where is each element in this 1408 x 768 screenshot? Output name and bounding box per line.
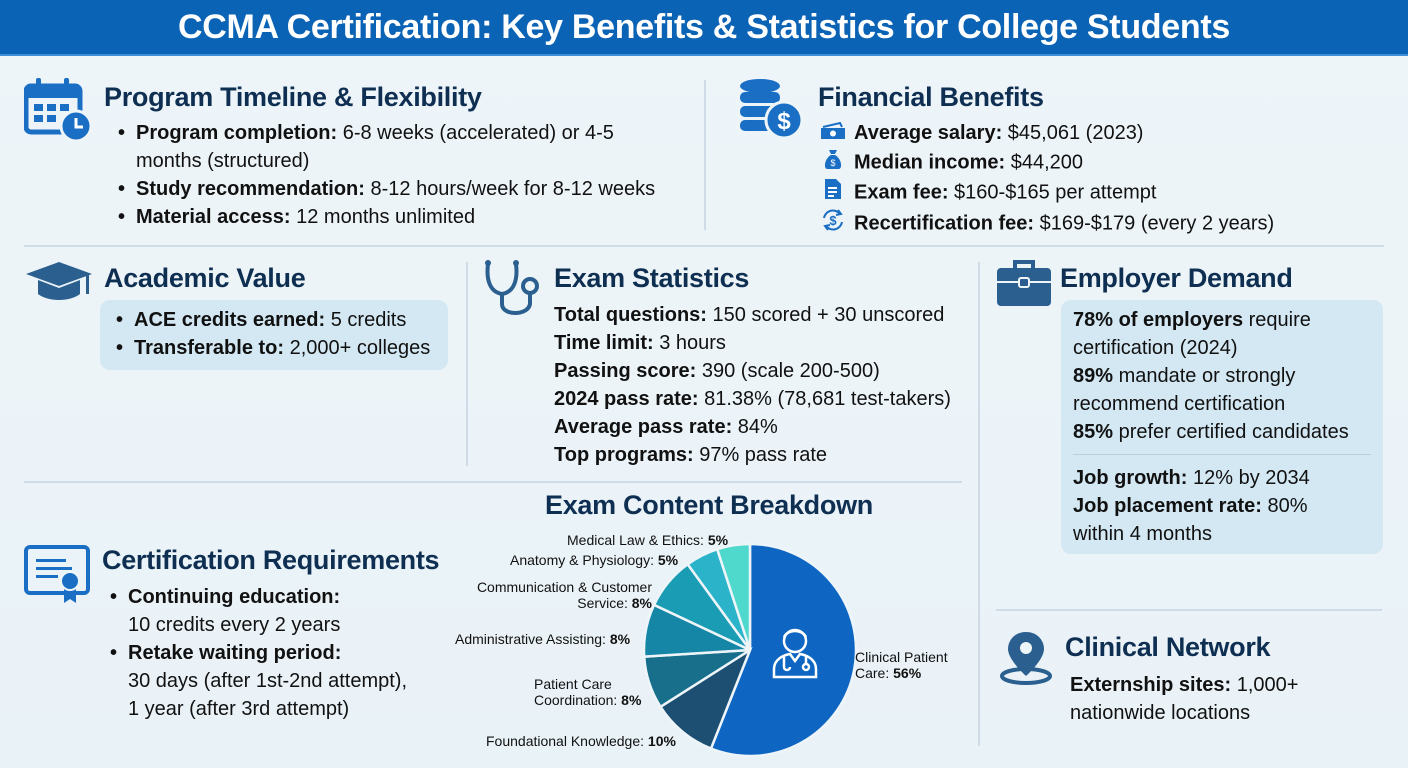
pie-label-foundational: Foundational Knowledge: 10% [486, 733, 676, 749]
section-heading: Financial Benefits [818, 82, 1044, 112]
list-item: Material access: 12 months unlimited [116, 203, 655, 231]
svg-text:$: $ [829, 213, 837, 228]
stat-line: Externship sites: 1,000+ [1070, 674, 1299, 696]
list-item: Continuing education:10 credits every 2 … [108, 583, 407, 639]
pie-slice [715, 542, 752, 651]
cash-icon [820, 120, 846, 148]
stethoscope-icon [485, 260, 539, 315]
graduation-cap-icon [26, 262, 92, 300]
stat-line: 85% prefer certified candidates [1073, 421, 1349, 443]
list-item: Exam fee: $160-$165 per attempt [820, 178, 1274, 208]
list-item: Passing score: 390 (scale 200-500) [554, 360, 880, 382]
list-item: 2024 pass rate: 81.38% (78,681 test-take… [554, 388, 951, 410]
divider [978, 262, 980, 746]
pie-slice [709, 542, 858, 758]
stat-line: Job growth: 12% by 2034 [1073, 467, 1310, 489]
stat-line: nationwide locations [1070, 702, 1251, 724]
cert-requirements-list: Continuing education:10 credits every 2 … [108, 583, 407, 723]
divider [996, 609, 1382, 611]
location-pin-icon [1000, 632, 1052, 685]
stat-line: recommend certification [1073, 393, 1286, 415]
list-item: Total questions: 150 scored + 30 unscore… [554, 304, 945, 326]
divider [24, 245, 1384, 247]
stat-line: within 4 months [1073, 523, 1212, 545]
pie-label-medical-law: Medical Law & Ethics: 5% [567, 532, 729, 548]
section-heading: Certification Requirements [102, 545, 440, 575]
timeline-list: Program completion: 6-8 weeks (accelerat… [116, 119, 655, 231]
list-item: Time limit: 3 hours [554, 332, 726, 354]
section-heading: Clinical Network [1065, 632, 1271, 662]
stat-line: certification (2024) [1073, 337, 1238, 359]
clinical-network-text: Externship sites: 1,000+ nationwide loca… [1070, 671, 1298, 727]
employer-growth: Job growth: 12% by 2034 Job placement ra… [1073, 464, 1310, 548]
list-item: Study recommendation: 8-12 hours/week fo… [116, 175, 655, 203]
pie-label-anatomy: Anatomy & Physiology: 5% [510, 552, 679, 568]
section-heading: Employer Demand [1060, 263, 1293, 293]
academic-list: ACE credits earned: 5 credits Transferab… [114, 306, 430, 362]
list-item: Average pass rate: 84% [554, 416, 778, 438]
money-bag-icon: $ [820, 148, 846, 178]
chart-title: Exam Content Breakdown [545, 490, 873, 520]
list-item: Top programs: 97% pass rate [554, 444, 828, 466]
page-title: CCMA Certification: Key Benefits & Stati… [0, 0, 1408, 56]
stat-line: 78% of employers require [1073, 309, 1311, 331]
certificate-icon [24, 545, 90, 603]
pie-label-communication: Communication & Customer Service: 8% [476, 579, 652, 611]
document-icon [820, 178, 846, 208]
divider [1073, 454, 1371, 455]
doctor-icon [772, 628, 818, 679]
divider [24, 481, 962, 483]
stat-line: Job placement rate: 80% [1073, 495, 1308, 517]
coins-dollar-icon: $ [740, 79, 804, 140]
list-item: $ Recertification fee: $169-$179 (every 2… [820, 208, 1274, 240]
employer-panel [1061, 300, 1383, 554]
calendar-clock-icon [24, 78, 93, 143]
section-heading: Program Timeline & Flexibility [104, 82, 482, 112]
divider [466, 262, 468, 466]
section-heading: Academic Value [104, 263, 306, 293]
pie-chart [642, 542, 858, 758]
svg-text:$: $ [830, 158, 835, 168]
pie-label-clinical: Clinical Patient Care: 56% [855, 649, 948, 681]
employer-stats: 78% of employers require certification (… [1073, 306, 1349, 446]
pie-label-patient-coordination: Patient Care Coordination: 8% [534, 676, 642, 708]
divider [704, 80, 706, 230]
list-item: ACE credits earned: 5 credits [114, 306, 430, 334]
svg-text:$: $ [777, 108, 791, 135]
exam-stats-list: Total questions: 150 scored + 30 unscore… [554, 301, 951, 469]
briefcase-icon [997, 260, 1051, 306]
section-heading: Exam Statistics [554, 263, 750, 293]
financial-list: Average salary: $45,061 (2023) $ Median i… [820, 119, 1274, 240]
list-item: Program completion: 6-8 weeks (accelerat… [116, 119, 655, 175]
list-item: $ Median income: $44,200 [820, 148, 1274, 178]
list-item: Retake waiting period:30 days (after 1st… [108, 639, 407, 723]
list-item: Transferable to: 2,000+ colleges [114, 334, 430, 362]
list-item: Average salary: $45,061 (2023) [820, 119, 1274, 148]
pie-label-administrative: Administrative Assisting: 8% [455, 631, 631, 647]
dollar-cycle-icon: $ [820, 208, 846, 240]
stat-line: 89% mandate or strongly [1073, 365, 1296, 387]
